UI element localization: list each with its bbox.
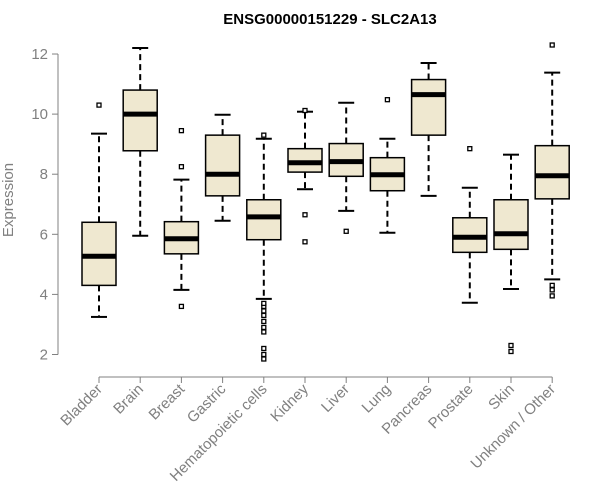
box-liver <box>328 101 364 234</box>
outlier-point <box>261 324 267 331</box>
x-tick-label: Breast <box>146 380 189 423</box>
outlier-point <box>261 345 267 352</box>
outlier-point <box>302 239 308 245</box>
outlier-point <box>261 308 267 314</box>
outlier-point <box>96 102 102 108</box>
x-tick-label: Brain <box>110 381 147 418</box>
y-tick-label: 12 <box>31 46 48 63</box>
box-skin <box>493 153 529 355</box>
iqr-box <box>204 134 241 197</box>
x-tick-label: Bladder <box>57 381 106 430</box>
outlier-point <box>261 329 267 335</box>
box-unknown-other <box>534 42 570 299</box>
iqr-box <box>493 198 529 251</box>
outlier-point <box>343 228 349 234</box>
box-prostate <box>452 146 488 304</box>
outlier-point <box>178 303 185 310</box>
outlier-point <box>467 146 473 152</box>
y-tick-label: 10 <box>31 106 48 123</box>
outlier-point <box>549 282 555 289</box>
box-breast <box>163 127 200 310</box>
outlier-point <box>549 293 555 299</box>
outlier-point <box>549 287 555 293</box>
box-pancreas <box>410 62 447 197</box>
outlier-point <box>508 348 514 355</box>
box-brain <box>122 47 158 237</box>
outlier-point <box>384 97 391 103</box>
outlier-point <box>549 42 555 48</box>
box-lung <box>369 97 406 234</box>
box-gastric <box>204 113 241 222</box>
iqr-box <box>534 144 570 200</box>
iqr-box <box>410 78 447 136</box>
outlier-point <box>261 300 267 307</box>
y-tick-label: 2 <box>40 346 48 363</box>
outlier-point <box>261 351 267 358</box>
iqr-box <box>122 89 158 152</box>
outlier-point <box>302 212 308 218</box>
y-tick-label: 4 <box>40 286 48 303</box>
outlier-point <box>261 318 267 325</box>
box-bladder <box>81 102 117 318</box>
outlier-point <box>178 127 185 134</box>
chart-title: ENSG00000151229 - SLC2A13 <box>223 11 436 28</box>
outlier-point <box>508 342 514 349</box>
outlier-point <box>302 107 308 114</box>
y-tick-label: 6 <box>40 226 48 243</box>
boxes-group <box>81 42 570 362</box>
y-axis-label: Expression <box>0 163 17 237</box>
x-tick-label: Skin <box>485 381 518 414</box>
outlier-point <box>261 312 267 319</box>
box-kidney <box>287 107 323 245</box>
x-tick-label: Prostate <box>425 381 477 433</box>
outlier-point <box>261 356 267 362</box>
box-hematopoietic-cells <box>246 132 282 362</box>
outlier-point <box>178 164 185 170</box>
y-axis: 2 4 6 8 10 12 <box>31 46 59 363</box>
x-tick-label: Lung <box>359 381 395 417</box>
outlier-point <box>261 132 267 138</box>
x-axis <box>98 376 553 383</box>
x-tick-label: Liver <box>318 381 353 416</box>
iqr-box <box>246 198 282 241</box>
y-tick-label: 8 <box>40 166 48 183</box>
x-tick-label: Kidney <box>267 380 312 425</box>
